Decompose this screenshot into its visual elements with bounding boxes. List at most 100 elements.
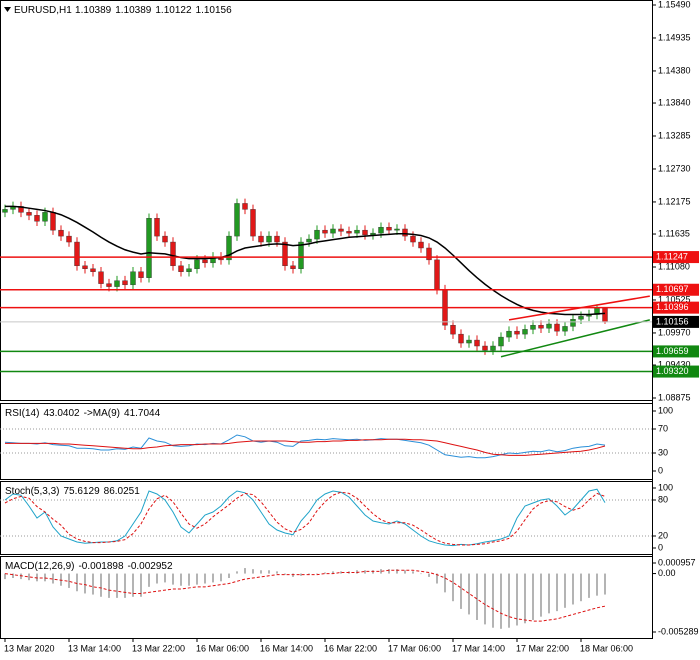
histogram-bar <box>316 573 318 575</box>
candle-body <box>250 209 256 237</box>
candle-body <box>578 316 584 320</box>
level-box <box>653 345 699 358</box>
histogram-bar <box>284 573 286 575</box>
x-tick-label: 13 Mar 22:00 <box>132 643 185 653</box>
candle-body <box>546 323 552 329</box>
histogram-bar <box>172 573 174 585</box>
y-tick-label: 20 <box>658 530 668 540</box>
x-tick-label: 17 Mar 22:00 <box>516 643 569 653</box>
y-tick-label: 1.12730 <box>658 163 691 173</box>
candle-body <box>234 203 240 237</box>
candle-body <box>506 330 512 338</box>
candle-body <box>394 228 400 231</box>
ohlc-value: 1.10122 <box>155 5 192 16</box>
series-last-value: 75.6129 <box>63 486 100 497</box>
candle-body <box>338 228 344 232</box>
histogram-bar <box>332 571 334 574</box>
candle-body <box>170 241 176 267</box>
histogram-bar <box>4 573 6 580</box>
histogram-bar <box>484 573 486 625</box>
price-box <box>653 315 699 328</box>
trend-line <box>500 319 650 358</box>
level-label: 1.10396 <box>656 302 689 312</box>
level-box <box>653 365 699 378</box>
histogram-bar <box>516 573 518 626</box>
candle-body <box>258 235 264 243</box>
histogram-bar <box>340 571 342 574</box>
level-box <box>653 301 699 314</box>
candle-body <box>226 235 232 261</box>
series-last-value: -0.002952 <box>128 561 173 572</box>
series-name: ->MA(9) <box>84 408 120 419</box>
histogram-bar <box>556 573 558 612</box>
histogram-bar <box>92 573 94 595</box>
histogram-bar <box>580 573 582 602</box>
level-box <box>653 283 699 296</box>
candle-body <box>130 271 136 286</box>
histogram-bar <box>540 573 542 617</box>
indicator-line <box>5 438 606 456</box>
level-label: 1.11247 <box>656 251 688 261</box>
candle-body <box>482 345 488 351</box>
candle-body <box>434 259 440 290</box>
candle-body <box>362 229 368 236</box>
histogram-bar <box>84 573 86 594</box>
candle-body <box>474 339 480 347</box>
histogram-bar <box>156 573 158 584</box>
histogram-bar <box>188 573 190 586</box>
series-last-value: -0.001898 <box>78 561 123 572</box>
candle-body <box>26 212 32 216</box>
panel-title: RSI(14) 43.0402 ->MA(9) 41.7044 <box>5 408 161 419</box>
histogram-bar <box>372 570 374 574</box>
histogram-bar <box>500 573 502 629</box>
x-tick-label: 18 Mar 06:00 <box>580 643 633 653</box>
histogram-bar <box>356 570 358 574</box>
series-last-value: 43.0402 <box>43 408 80 419</box>
indicator-name: EURUSD,H1 <box>14 5 72 16</box>
candle-body <box>154 218 160 237</box>
y-tick-label: 0 <box>658 542 663 552</box>
level-label: 1.10697 <box>656 284 689 294</box>
collapse-icon[interactable] <box>4 7 11 12</box>
histogram-bar <box>124 573 126 598</box>
ohlc-value: 1.10389 <box>75 5 112 16</box>
histogram-bar <box>36 573 38 582</box>
histogram-bar <box>460 573 462 609</box>
level-label: 1.09659 <box>656 346 689 356</box>
histogram-bar <box>252 569 254 574</box>
candle-body <box>466 339 472 344</box>
y-tick-label: 1.13285 <box>658 130 691 140</box>
candle-body <box>330 228 336 234</box>
candle-body <box>458 333 464 344</box>
histogram-bar <box>508 573 510 628</box>
candle-body <box>106 283 112 287</box>
ohlc-value: 1.10156 <box>196 5 233 16</box>
candle-body <box>514 330 520 335</box>
histogram-bar <box>68 573 70 588</box>
candle-body <box>426 247 432 261</box>
candle-body <box>378 226 384 234</box>
candle-body <box>522 329 528 335</box>
indicator-line <box>4 491 606 546</box>
candle-body <box>122 280 128 286</box>
histogram-bar <box>588 573 590 598</box>
histogram-bar <box>236 571 238 574</box>
y-tick-label: 1.14935 <box>658 32 691 42</box>
histogram-bar <box>428 573 430 577</box>
x-tick-label: 16 Mar 14:00 <box>260 643 313 653</box>
candle-body <box>306 238 312 243</box>
histogram-bar <box>604 573 606 595</box>
histogram-bar <box>596 573 598 596</box>
histogram-bar <box>572 573 574 605</box>
y-tick-label: 1.15490 <box>658 0 691 9</box>
y-tick-label: 80 <box>658 494 668 504</box>
y-tick-label: 0 <box>658 465 663 475</box>
histogram-bar <box>164 573 166 583</box>
y-tick-label: 1.08875 <box>658 392 691 402</box>
candle-body <box>138 271 144 278</box>
ohlc-value: 1.10389 <box>115 5 152 16</box>
histogram-bar <box>364 570 366 574</box>
histogram-bar <box>108 573 110 598</box>
